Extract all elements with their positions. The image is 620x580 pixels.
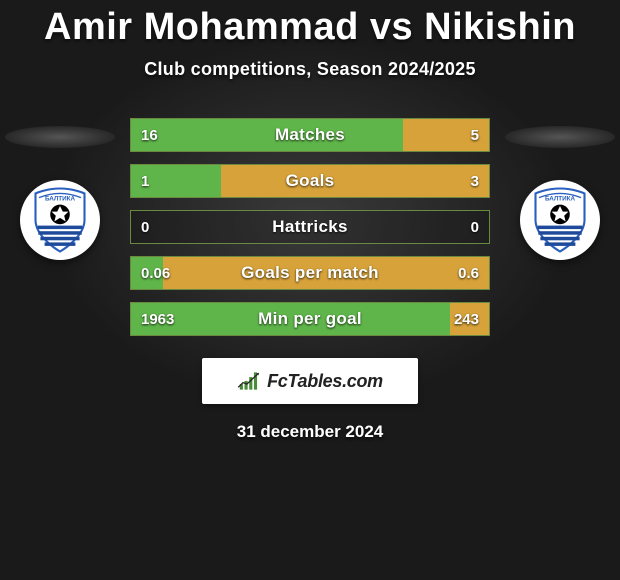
shield-icon: БАЛТИКА xyxy=(25,185,95,255)
svg-text:БАЛТИКА: БАЛТИКА xyxy=(45,195,76,202)
shield-icon: БАЛТИКА xyxy=(525,185,595,255)
stat-row: 1963243Min per goal xyxy=(130,302,490,336)
team-badge-left: БАЛТИКА xyxy=(20,180,100,260)
stat-label: Matches xyxy=(131,125,489,145)
subtitle: Club competitions, Season 2024/2025 xyxy=(144,59,476,80)
platform-right xyxy=(505,126,615,148)
stat-row: 00Hattricks xyxy=(130,210,490,244)
bar-chart-icon xyxy=(237,370,263,392)
team-badge-right: БАЛТИКА xyxy=(520,180,600,260)
stats-container: 165Matches 13Goals 00Hattricks 0.060.6Goals… xyxy=(130,118,490,336)
page-title: Amir Mohammad vs Nikishin xyxy=(44,6,576,49)
stat-label: Min per goal xyxy=(131,309,489,329)
platform-left xyxy=(5,126,115,148)
site-logo: FcTables.com xyxy=(202,358,418,404)
stat-label: Goals per match xyxy=(131,263,489,283)
stat-row: 13Goals xyxy=(130,164,490,198)
stat-label: Goals xyxy=(131,171,489,191)
svg-text:БАЛТИКА: БАЛТИКА xyxy=(545,195,576,202)
stat-row: 0.060.6Goals per match xyxy=(130,256,490,290)
date-label: 31 december 2024 xyxy=(237,422,384,442)
stat-label: Hattricks xyxy=(131,217,489,237)
logo-text: FcTables.com xyxy=(267,371,383,392)
stat-row: 165Matches xyxy=(130,118,490,152)
